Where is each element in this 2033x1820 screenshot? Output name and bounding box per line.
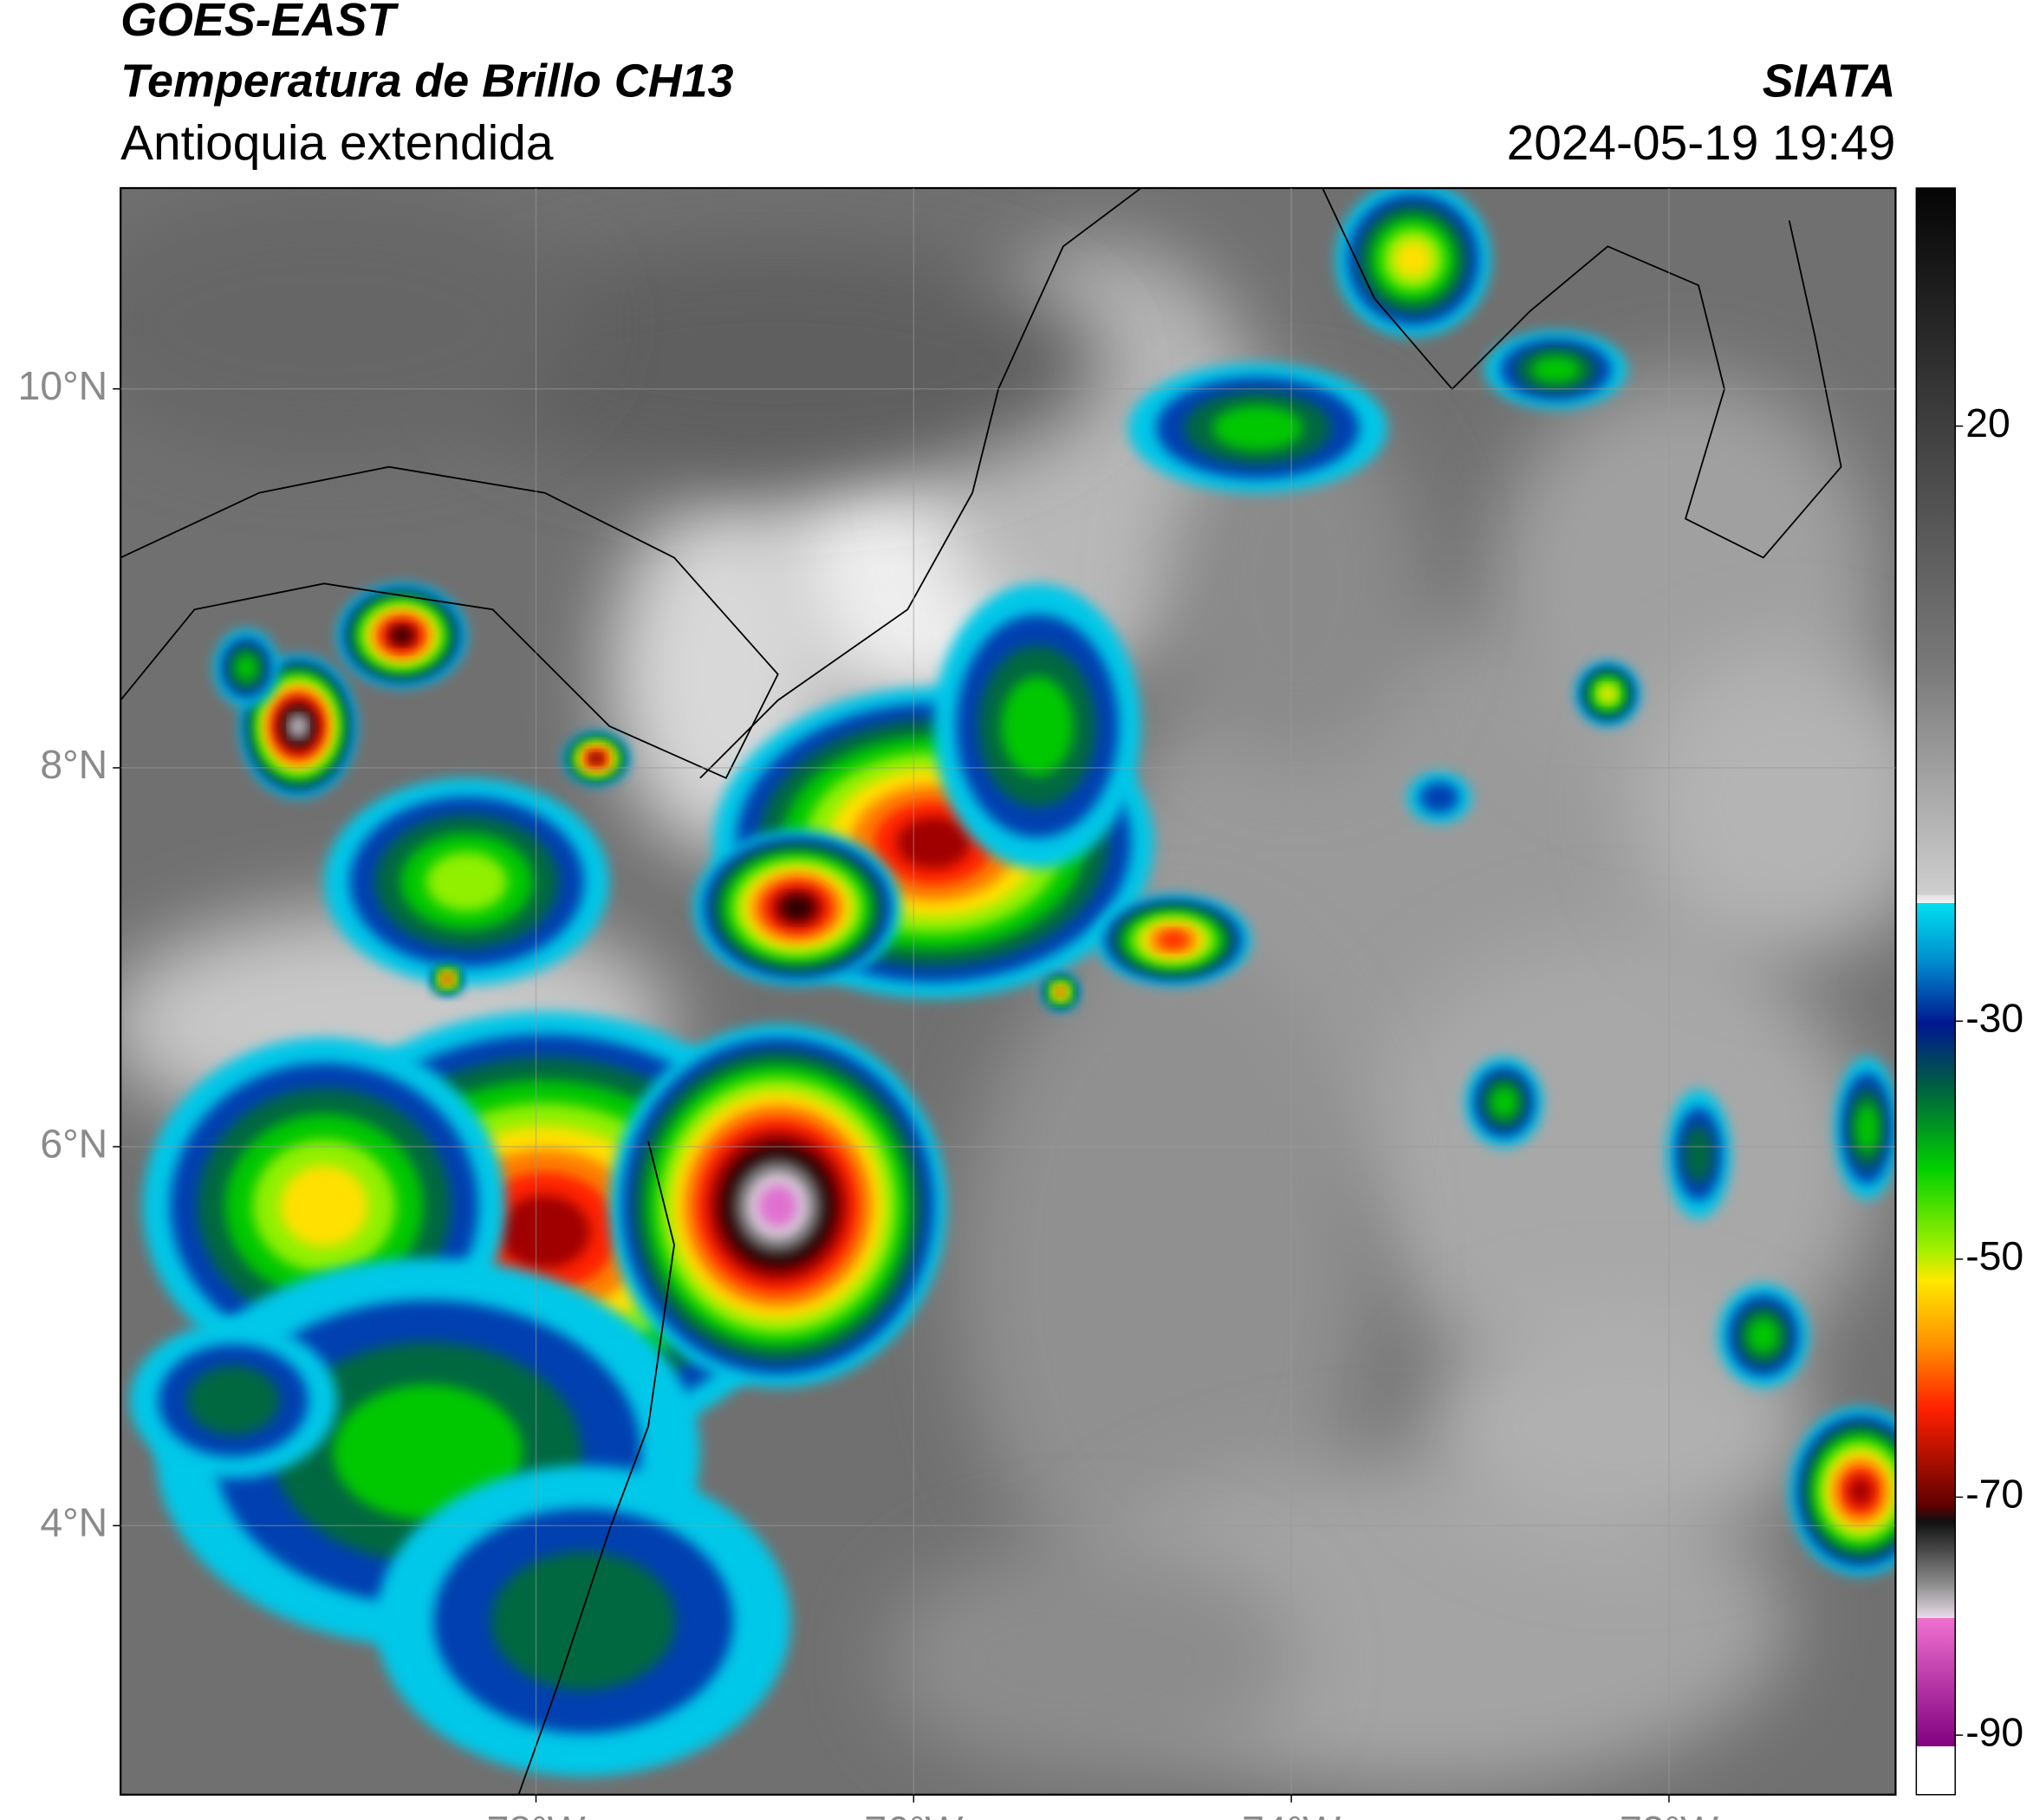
convective-cell — [499, 1195, 590, 1269]
cloud — [959, 933, 1374, 1609]
convective-cell — [782, 895, 814, 920]
convective-cell — [1419, 781, 1459, 814]
map-frame — [120, 186, 1897, 1796]
convective-cell — [425, 852, 508, 912]
x-tick-label: 74°W — [1242, 1808, 1341, 1820]
x-tick-label: 76°W — [864, 1808, 963, 1820]
y-tick-label: 4°N — [40, 1500, 107, 1545]
source: SIATA — [1763, 55, 1896, 107]
convective-cell — [1600, 686, 1616, 702]
cloud — [881, 1543, 1297, 1777]
y-tick-label: 6°N — [40, 1121, 107, 1166]
convective-cell — [1848, 1477, 1873, 1505]
title: GOES-EAST — [120, 0, 399, 46]
convective-cell — [1001, 676, 1074, 777]
convective-cell — [1159, 932, 1188, 949]
colorbar-tick-label: -70 — [1965, 1472, 2023, 1517]
cloud — [1426, 1310, 1815, 1544]
convective-cell — [290, 717, 306, 736]
convective-cell — [1855, 1103, 1879, 1154]
convective-cell — [235, 653, 258, 682]
convective-cell — [445, 976, 451, 982]
convective-cell — [591, 754, 601, 763]
convective-cell — [896, 816, 971, 869]
convective-cell — [1212, 405, 1303, 451]
title: Temperatura de Brillo CH13 — [120, 55, 733, 107]
convective-cell — [490, 1551, 676, 1691]
convective-cell — [187, 1366, 280, 1435]
y-tick-label: 8°N — [40, 742, 107, 787]
convective-cell — [1056, 988, 1064, 996]
colorbar-tick-label: -90 — [1965, 1709, 2023, 1754]
datetime: 2024-05-19 19:49 — [1507, 116, 1896, 171]
colorbar — [1915, 187, 1956, 1796]
coastline — [699, 188, 1142, 779]
convective-cell — [1684, 1125, 1713, 1183]
cloud — [1634, 648, 1896, 960]
coastline — [1322, 188, 1842, 559]
convective-cell — [392, 627, 412, 644]
coastline — [517, 1141, 675, 1795]
colorbar-tick-label: -50 — [1965, 1233, 2023, 1278]
convective-cell — [1490, 1086, 1518, 1119]
convective-cell — [1394, 240, 1432, 279]
x-tick-label: 72°W — [1620, 1808, 1718, 1820]
convective-cell — [280, 1165, 368, 1247]
map — [120, 188, 1896, 1795]
convective-cell — [333, 1384, 523, 1520]
cloud — [120, 194, 584, 454]
y-tick-label: 10°N — [18, 363, 108, 408]
convective-cell — [1530, 355, 1582, 384]
convective-cell — [757, 1184, 798, 1228]
cloud — [453, 246, 1102, 480]
cloud — [1361, 933, 1880, 1401]
x-tick-label: 78°W — [487, 1808, 586, 1820]
colorbar-tick-label: -30 — [1965, 995, 2023, 1040]
subtitle: Antioquia extendida — [120, 116, 554, 171]
colorbar-tick-label: 20 — [1965, 400, 2010, 445]
cloud — [1166, 401, 1426, 765]
convective-cell — [1747, 1317, 1780, 1354]
